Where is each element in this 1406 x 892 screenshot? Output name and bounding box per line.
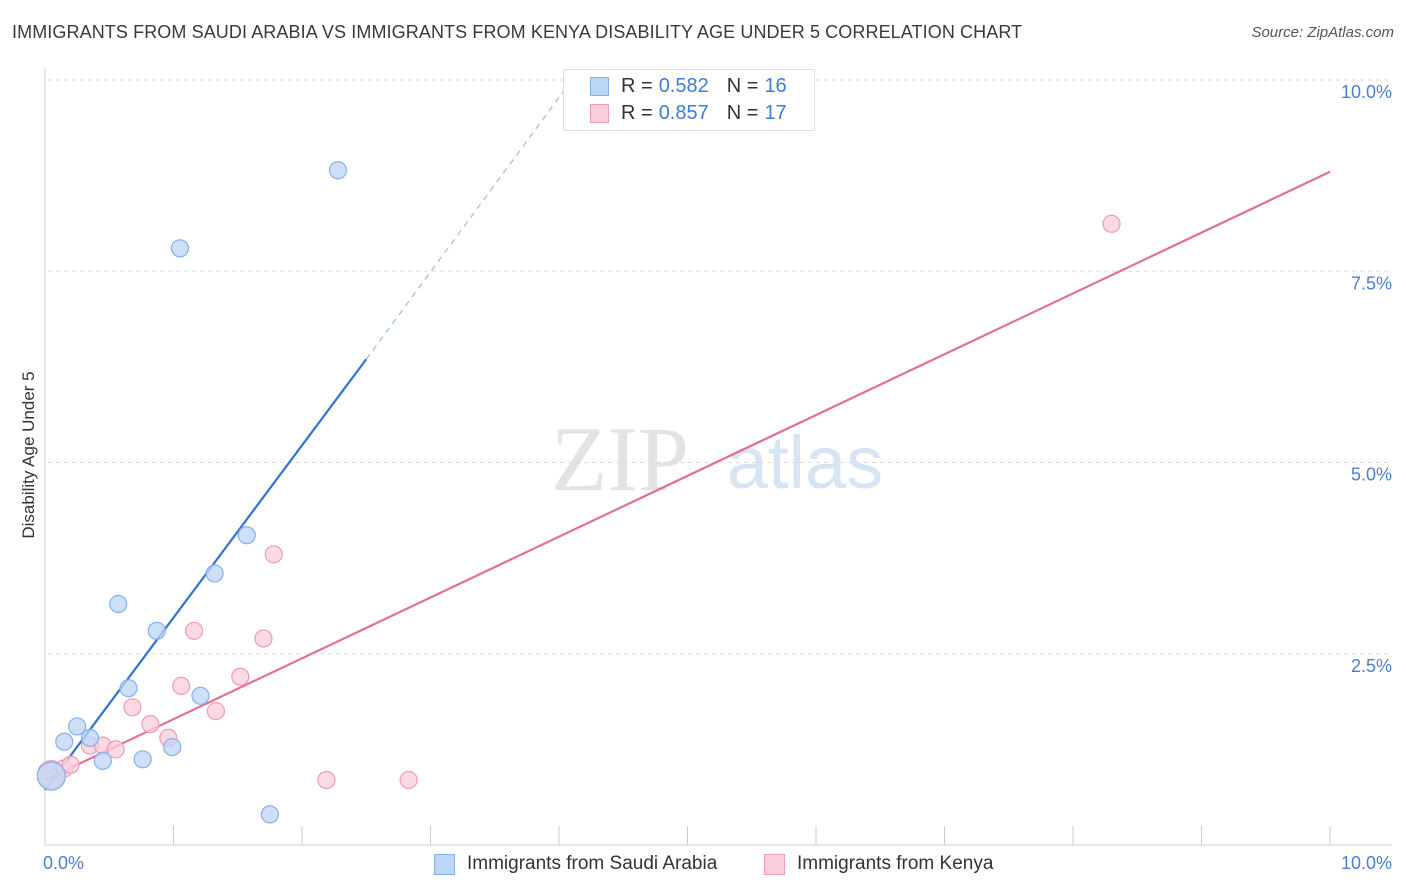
data-point-kenya [399, 770, 418, 790]
legend-item-kenya[interactable]: Immigrants from Kenya [764, 851, 993, 877]
trend-line-kenya [44, 170, 1331, 781]
x-tick-label: 10.0% [1341, 853, 1392, 873]
stats-row-saudi: R = 0.582 N = 16 [564, 73, 787, 99]
data-point-saudi [191, 686, 210, 705]
tick-labels: 2.5% 5.0% 7.5% 10.0% 0.0% 10.0% [43, 82, 1392, 873]
stats-legend: R = 0.582 N = 16 R = 0.857 N = 17 [563, 69, 815, 131]
data-point-kenya [254, 629, 273, 648]
data-point-saudi [260, 805, 279, 824]
trend-line-saudi-extension [365, 79, 573, 360]
y-axis-title: Disability Age Under 5 [19, 371, 38, 539]
data-point-saudi [80, 728, 100, 748]
series-legend: Immigrants from Saudi Arabia Immigrants … [0, 851, 1406, 877]
y-tick-label: 7.5% [1351, 273, 1392, 293]
data-point-kenya [206, 702, 226, 721]
n-value-kenya: 17 [764, 101, 787, 124]
n-value-saudi: 16 [764, 74, 787, 97]
data-point-saudi [36, 761, 67, 791]
data-point-saudi [163, 737, 182, 757]
data-point-kenya [231, 667, 250, 686]
data-point-kenya [123, 698, 142, 717]
data-point-kenya [106, 740, 125, 759]
saudi-swatch [590, 76, 609, 96]
data-point-saudi [68, 717, 87, 736]
y-tick-label: 10.0% [1341, 82, 1392, 102]
data-point-saudi [170, 239, 190, 258]
gridlines [48, 79, 1392, 655]
chart-title: IMMIGRANTS FROM SAUDI ARABIA VS IMMIGRAN… [12, 22, 1023, 42]
data-point-saudi [205, 564, 224, 583]
data-point-saudi [147, 621, 166, 640]
x-tick-label: 0.0% [43, 853, 84, 873]
legend-label-saudi: Immigrants from Saudi Arabia [467, 853, 718, 874]
data-point-saudi [237, 526, 256, 545]
stats-row-kenya: R = 0.857 N = 17 [564, 100, 787, 126]
kenya-swatch [590, 103, 609, 123]
data-point-saudi [55, 732, 74, 751]
legend-swatch-saudi [434, 853, 455, 875]
legend-item-saudi[interactable]: Immigrants from Saudi Arabia [434, 851, 717, 877]
axes [44, 68, 1392, 846]
data-point-kenya [317, 770, 336, 790]
chart-source: Source: ZipAtlas.com [1251, 24, 1394, 41]
data-point-kenya [61, 755, 80, 774]
y-tick-label: 2.5% [1351, 656, 1392, 676]
r-value-saudi: 0.582 [658, 74, 709, 97]
data-points [36, 161, 1121, 824]
legend-swatch-kenya [764, 853, 785, 875]
r-value-kenya: 0.857 [658, 101, 709, 124]
data-point-saudi [109, 594, 128, 614]
n-label: N = [726, 74, 759, 97]
data-point-saudi [133, 750, 152, 769]
watermark-zip: ZIP [551, 408, 689, 510]
r-label: R = [621, 101, 653, 124]
data-point-kenya [141, 715, 160, 734]
data-point-kenya [1102, 214, 1121, 233]
data-point-saudi [93, 751, 112, 770]
data-point-kenya [172, 676, 191, 695]
data-point-saudi [328, 161, 348, 180]
y-tick-label: 5.0% [1351, 465, 1392, 485]
data-point-kenya [264, 545, 283, 564]
data-point-saudi [119, 679, 138, 698]
n-label: N = [726, 101, 759, 124]
r-label: R = [621, 74, 653, 97]
data-point-kenya [184, 621, 204, 640]
legend-label-kenya: Immigrants from Kenya [797, 853, 994, 874]
